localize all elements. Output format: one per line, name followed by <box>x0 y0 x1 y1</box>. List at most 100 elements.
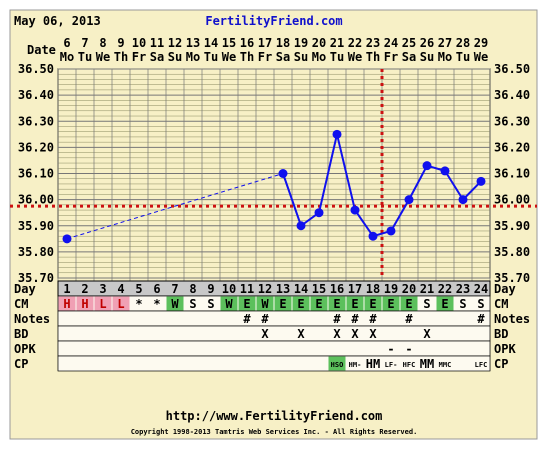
row-label-cp: CP <box>14 357 28 371</box>
cell-fill <box>274 296 292 311</box>
date-dow: Su <box>420 50 434 64</box>
ytick-left: 35.80 <box>18 245 54 259</box>
date-num: 21 <box>330 36 344 50</box>
cm-value: E <box>351 297 358 311</box>
ytick-right: 35.70 <box>494 271 530 285</box>
temp-point <box>386 226 396 236</box>
date-dow: Mo <box>186 50 200 64</box>
cell-fill <box>310 296 328 311</box>
row-label-cm: CM <box>14 297 28 311</box>
day-num: 4 <box>117 282 124 296</box>
cp-value: MM <box>420 357 434 371</box>
temp-point <box>476 176 486 186</box>
temp-point <box>314 208 324 218</box>
cm-value: H <box>63 297 70 311</box>
cm-value: E <box>387 297 394 311</box>
date-dow: Tu <box>204 50 218 64</box>
row-cp <box>57 355 491 372</box>
cm-value: L <box>117 297 124 311</box>
date-num: 9 <box>117 36 124 50</box>
date-num: 27 <box>438 36 452 50</box>
date-num: 8 <box>99 36 106 50</box>
date-num: 15 <box>222 36 236 50</box>
series-segment <box>354 209 374 237</box>
date-dow: We <box>96 50 110 64</box>
day-num: 14 <box>294 282 308 296</box>
row-opk <box>57 340 491 357</box>
cm-value: S <box>459 297 466 311</box>
header-date: May 06, 2013 <box>14 14 101 28</box>
day-num: 8 <box>189 282 196 296</box>
cm-value: E <box>315 297 322 311</box>
temp-point <box>296 221 306 231</box>
series-segment <box>318 134 338 213</box>
date-dow: Th <box>114 50 128 64</box>
day-num: 2 <box>81 282 88 296</box>
day-num: 22 <box>438 282 452 296</box>
cp-value: HM <box>366 357 380 371</box>
date-num: 26 <box>420 36 434 50</box>
date-num: 13 <box>186 36 200 50</box>
day-num: 23 <box>456 282 470 296</box>
notes-value: # <box>369 312 377 326</box>
day-num: 7 <box>171 282 178 296</box>
ytick-right: 36.00 <box>494 193 530 207</box>
ytick-right: 36.50 <box>494 62 530 76</box>
date-dow: We <box>348 50 362 64</box>
row-label-notes: Notes <box>14 312 50 326</box>
date-num: 18 <box>276 36 290 50</box>
cm-value: S <box>477 297 484 311</box>
temp-point <box>278 169 288 178</box>
opk-value: - <box>387 342 394 356</box>
header-site: FertilityFriend.com <box>205 14 342 28</box>
ytick-right: 35.90 <box>494 219 530 233</box>
date-dow: Su <box>168 50 182 64</box>
day-num: 21 <box>420 282 434 296</box>
cm-value: W <box>171 297 179 311</box>
date-dow: We <box>474 50 488 64</box>
date-num: 16 <box>240 36 254 50</box>
cm-value: E <box>405 297 412 311</box>
day-num: 1 <box>63 282 70 296</box>
bd-value: X <box>333 327 341 341</box>
cm-value: S <box>189 297 196 311</box>
cm-value: E <box>333 297 340 311</box>
date-num: 12 <box>168 36 182 50</box>
date-dow: Fr <box>132 50 146 64</box>
date-num: 6 <box>63 36 70 50</box>
cell-fill <box>256 296 274 311</box>
cell-fill <box>76 296 94 311</box>
date-num: 11 <box>150 36 164 50</box>
date-num: 7 <box>81 36 88 50</box>
day-num: 12 <box>258 282 272 296</box>
cell-fill <box>166 296 184 311</box>
notes-value: # <box>333 312 341 326</box>
cell-fill <box>400 296 418 311</box>
ytick-left: 36.10 <box>18 167 54 181</box>
day-num: 16 <box>330 282 344 296</box>
cell-fill <box>292 296 310 311</box>
ytick-left: 36.00 <box>18 193 54 207</box>
day-num: 11 <box>240 282 254 296</box>
ytick-left: 36.40 <box>18 88 54 102</box>
day-num: 24 <box>474 282 488 296</box>
row-label-right-cm: CM <box>494 297 508 311</box>
cp-value: LF- <box>385 361 398 369</box>
temp-point <box>404 195 414 205</box>
date-dow: Tu <box>456 50 470 64</box>
ytick-right: 36.40 <box>494 88 530 102</box>
cell-fill <box>58 296 76 311</box>
row-label-bd: BD <box>14 327 28 341</box>
temp-point <box>62 234 72 244</box>
series-segment <box>408 165 428 201</box>
row-label-right-notes: Notes <box>494 312 530 326</box>
series-segment <box>282 173 302 227</box>
date-dow: Fr <box>384 50 398 64</box>
row-label-right-bd: BD <box>494 327 508 341</box>
date-num: 19 <box>294 36 308 50</box>
temp-point <box>440 166 450 176</box>
date-num: 24 <box>384 36 398 50</box>
ytick-right: 36.10 <box>494 167 530 181</box>
series-segment <box>66 173 284 240</box>
